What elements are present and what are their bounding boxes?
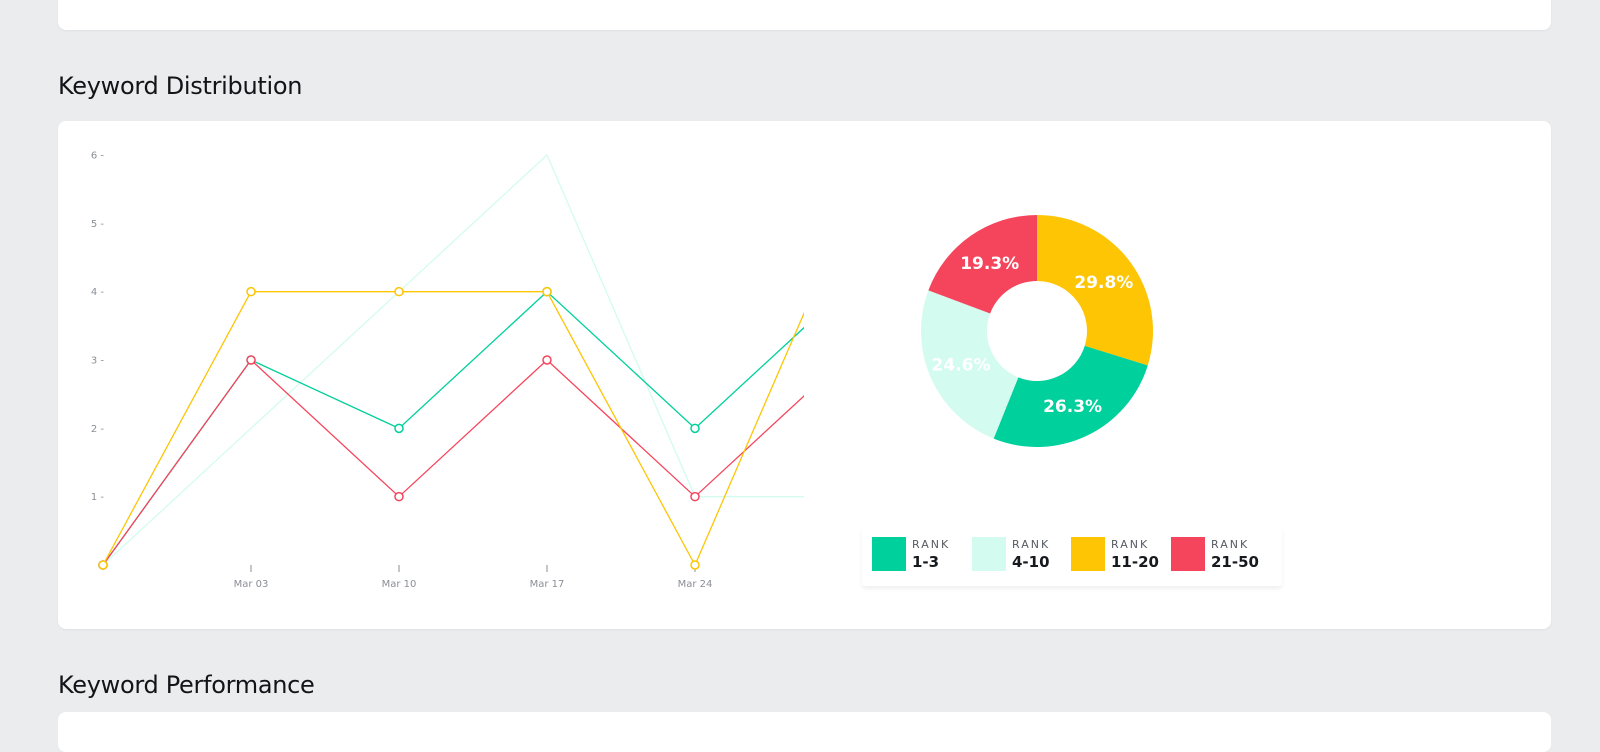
legend-swatch [872, 537, 906, 571]
series-point[interactable] [246, 355, 256, 365]
slice-label: 24.6% [932, 355, 991, 375]
slice-label: 26.3% [1043, 397, 1102, 417]
legend-kicker: RANK [1111, 538, 1150, 551]
legend-kicker: RANK [1211, 538, 1250, 551]
legend-label: 1-3 [912, 553, 940, 571]
series-point[interactable] [690, 560, 700, 570]
legend-label: 4-10 [1012, 553, 1050, 571]
donut-slice[interactable] [1037, 215, 1153, 366]
y-tick-label: 5 - [91, 219, 105, 230]
y-tick-label: 6 - [91, 151, 105, 162]
legend-label: 21-50 [1211, 553, 1259, 571]
donut-slice[interactable] [993, 345, 1148, 447]
series-line [102, 291, 804, 567]
series-line [102, 359, 804, 566]
legend-kicker: RANK [1012, 538, 1051, 551]
donut-slice[interactable] [921, 290, 1019, 439]
legend-item-rank-4-10[interactable]: RANK 4-10 [972, 537, 1072, 573]
series-point[interactable] [690, 491, 700, 502]
legend-label: 11-20 [1111, 553, 1159, 571]
series-point[interactable] [98, 560, 108, 570]
keyword-distribution-card [58, 121, 1551, 629]
keyword-performance-title: Keyword Performance [58, 671, 315, 699]
donut-slice[interactable] [928, 215, 1037, 314]
legend-item-rank-11-20[interactable]: RANK 11-20 [1071, 537, 1171, 573]
legend-swatch [1071, 537, 1105, 571]
x-tick-label: Mar 10 [382, 579, 417, 590]
series-point[interactable] [394, 491, 404, 502]
slice-label: 19.3% [960, 254, 1019, 274]
y-tick-label: 3 - [91, 356, 105, 367]
series-point[interactable] [690, 423, 700, 434]
previous-card [58, 0, 1551, 30]
series-point[interactable] [246, 286, 256, 297]
x-tick-label: Mar 03 [234, 579, 269, 590]
x-tick-label: Mar 17 [530, 579, 565, 590]
legend-item-rank-1-3[interactable]: RANK 1-3 [872, 537, 972, 573]
legend-item-rank-21-50[interactable]: RANK 21-50 [1171, 537, 1271, 573]
y-tick-label: 1 - [91, 492, 105, 503]
keyword-performance-card [58, 712, 1551, 752]
y-tick-label: 2 - [91, 424, 105, 435]
y-tick-label: 4 - [91, 287, 105, 298]
series-point[interactable] [394, 286, 404, 297]
series-point[interactable] [394, 423, 404, 434]
legend-swatch [972, 537, 1006, 571]
keyword-distribution-title: Keyword Distribution [58, 72, 303, 100]
x-tick-label: Mar 24 [678, 579, 713, 590]
series-point[interactable] [542, 286, 552, 297]
slice-label: 29.8% [1074, 273, 1133, 293]
legend-swatch [1171, 537, 1205, 571]
keyword-rank-donut-chart: 29.8% 26.3% 24.6% 19.3% [921, 215, 1153, 447]
series-line [102, 153, 804, 566]
rank-legend: RANK 1-3 RANK 4-10 RANK 11-20 RANK 21-50 [862, 526, 1282, 586]
legend-kicker: RANK [912, 538, 951, 551]
series-point[interactable] [542, 355, 552, 365]
